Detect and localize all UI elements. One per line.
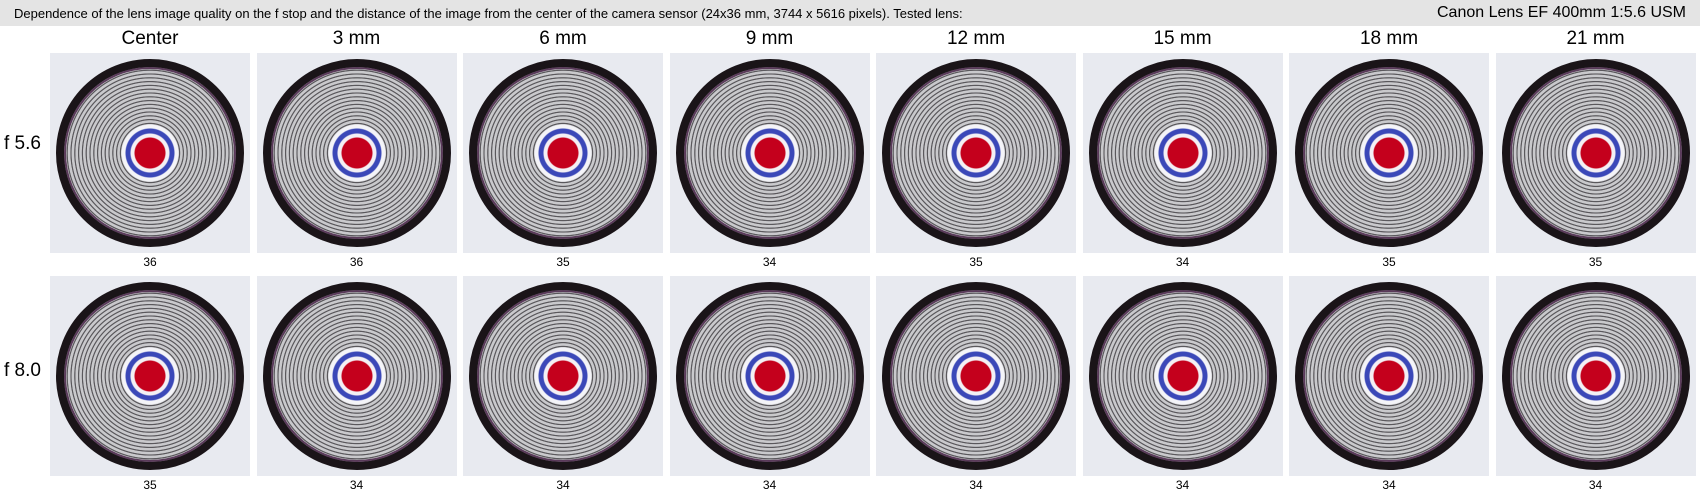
test-image [463,276,663,476]
test-image [669,276,870,476]
target-chart [882,59,1070,247]
quality-score: 35 [556,255,570,269]
header-bar: Dependence of the lens image quality on … [0,0,1700,26]
target-chart [262,59,451,247]
lens-name: Canon Lens EF 400mm 1:5.6 USM [1436,4,1686,21]
target-chart [882,282,1070,470]
test-image [1082,276,1283,476]
row-label: f 8.0 [4,360,41,381]
test-image [50,276,250,476]
test-image [463,53,663,253]
target-chart [1501,282,1690,470]
test-image [256,276,457,476]
target-chart [675,59,864,247]
quality-score: 34 [1588,478,1603,492]
column-header: 12 mm [946,28,1006,49]
quality-score: 36 [349,255,364,269]
test-image [669,53,870,253]
quality-score: 34 [762,478,777,492]
column-header: 15 mm [1153,28,1212,49]
quality-score: 36 [143,255,157,269]
column-header: 6 mm [539,28,587,49]
test-image [1289,276,1489,476]
target-chart [675,282,864,470]
test-image [876,276,1076,476]
target-chart [1088,282,1277,470]
target-chart [469,59,657,247]
quality-score: 35 [1588,255,1603,269]
column-header: 9 mm [745,28,794,49]
test-image [1495,276,1696,476]
test-image [50,53,250,253]
description: Dependence of the lens image quality on … [14,6,963,21]
target-chart [262,282,451,470]
quality-score: 34 [1175,478,1190,492]
column-header: 21 mm [1566,28,1625,49]
quality-score: 35 [969,255,983,269]
row-label: f 5.6 [4,133,41,154]
quality-score: 34 [1175,255,1190,269]
quality-score: 34 [969,478,983,492]
quality-score: 34 [1382,478,1396,492]
target-chart [1295,282,1483,470]
target-chart [1088,59,1277,247]
target-chart [56,59,244,247]
quality-score: 34 [762,255,777,269]
quality-score: 35 [1382,255,1396,269]
target-chart [56,282,244,470]
test-image [876,53,1076,253]
column-header: Center [121,28,179,49]
target-chart [1501,59,1690,247]
quality-score: 34 [349,478,364,492]
test-image [1289,53,1489,253]
column-header: 18 mm [1359,28,1419,49]
test-image [1082,53,1283,253]
target-chart [469,282,657,470]
column-header: 3 mm [332,28,381,49]
test-image [256,53,457,253]
target-chart [1295,59,1483,247]
test-image [1495,53,1696,253]
quality-score: 35 [143,478,157,492]
quality-score: 34 [556,478,570,492]
